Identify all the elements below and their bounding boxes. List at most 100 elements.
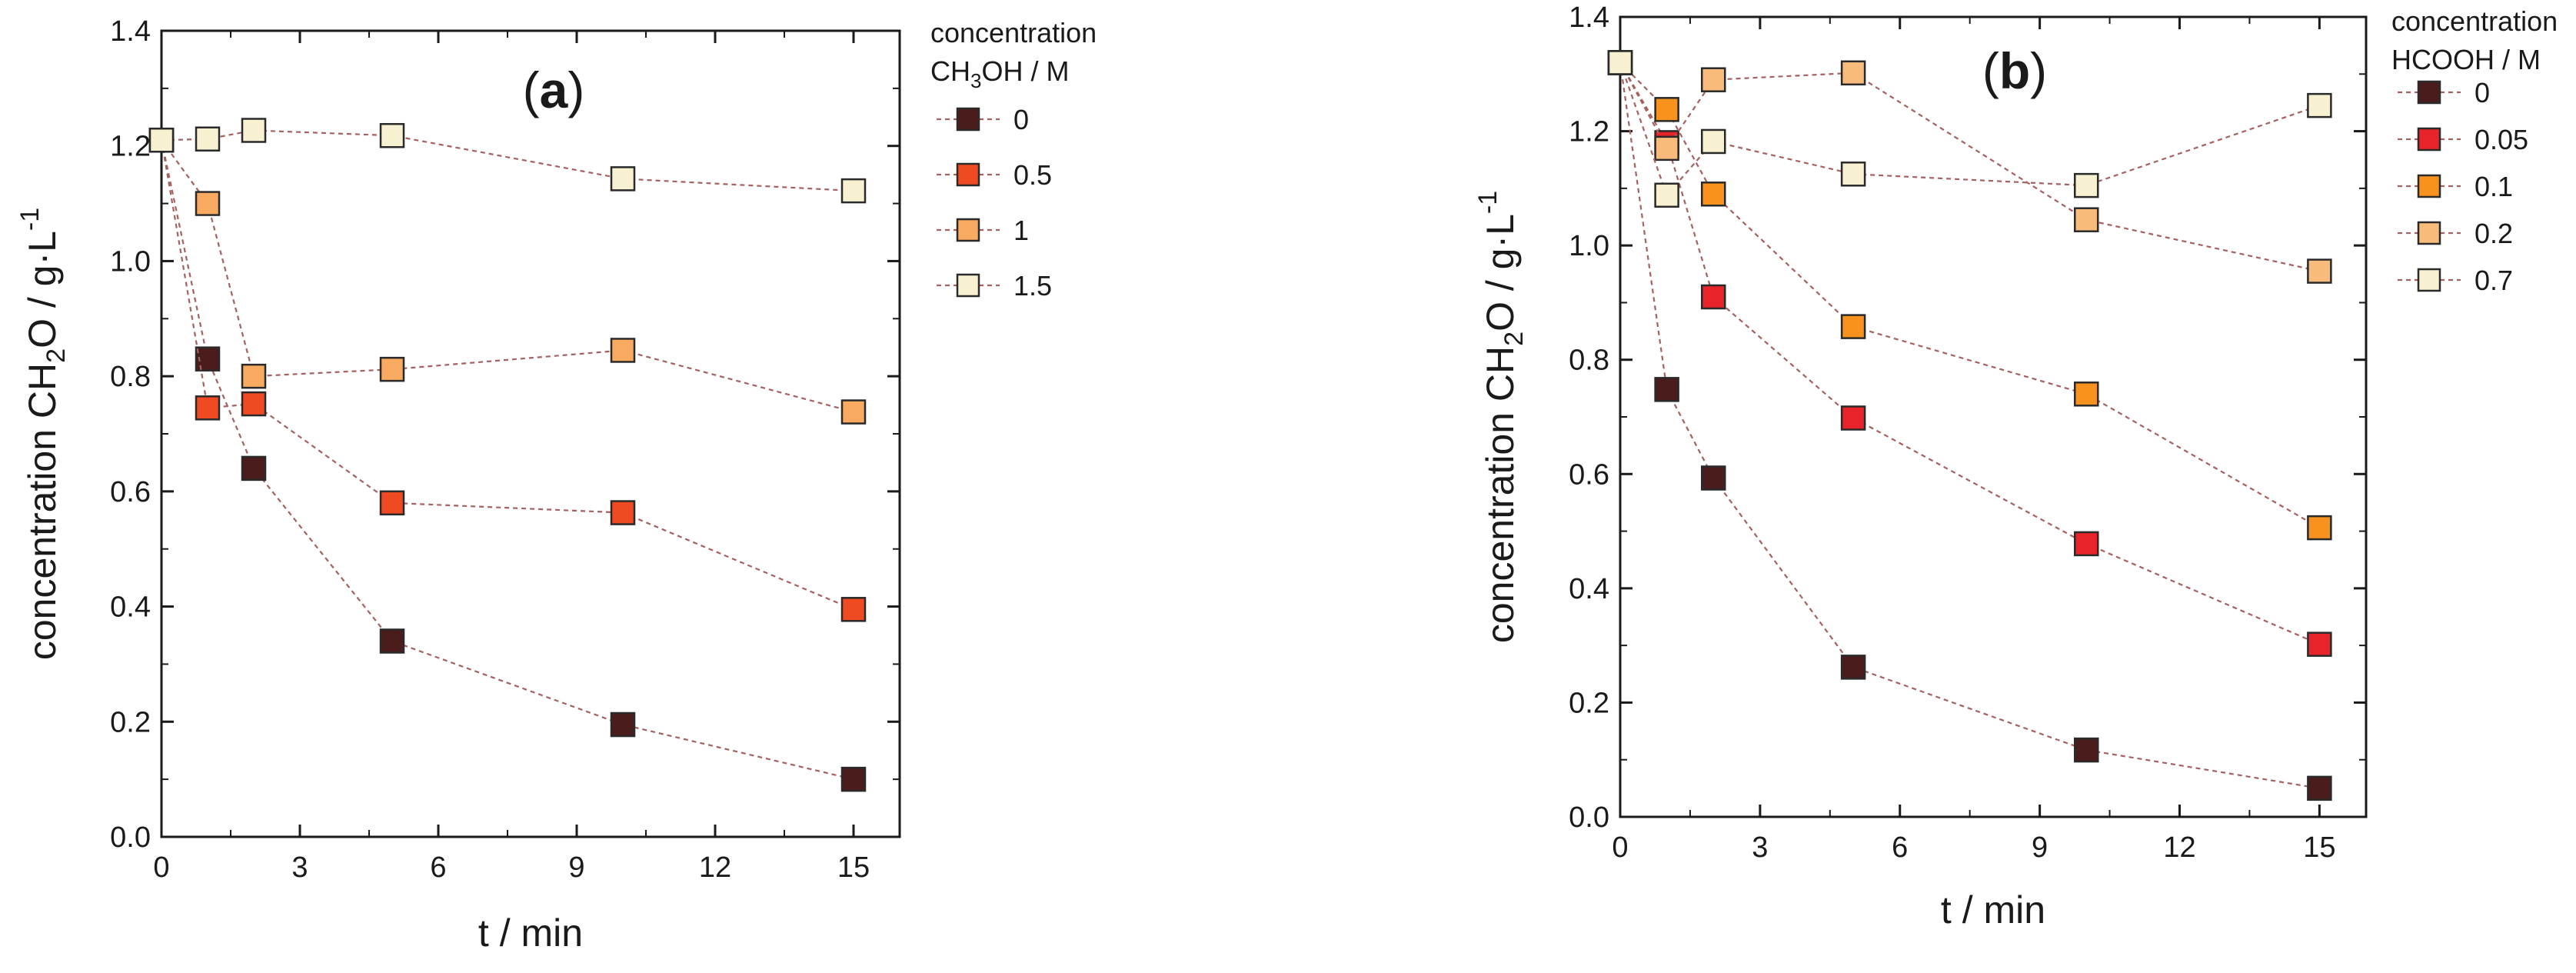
data-point xyxy=(840,766,867,792)
data-point xyxy=(2074,172,2099,198)
legend-marker xyxy=(956,162,980,187)
legend-title-line2: HCOOH / M xyxy=(2391,44,2541,75)
chart-panel-b: 0 3 6 9 12 15 0.0 0.2 0.4 0.6 0.8 1.0 1.2 1.4 t / min c… xyxy=(1473,2,2558,931)
legend-label: 0.5 xyxy=(1013,159,1052,191)
data-point xyxy=(610,500,636,525)
data-point xyxy=(2307,515,2332,541)
legend-item-0.2: 0.2 xyxy=(2398,218,2513,249)
y-tick-label: 0.0 xyxy=(110,821,151,854)
panel-label-letter: a xyxy=(540,62,569,118)
data-point xyxy=(2074,382,2099,407)
y-axis-title-subscript: 2 xyxy=(1499,332,1529,346)
data-point xyxy=(840,399,867,425)
legend-marker xyxy=(2417,174,2441,198)
y-tick-label: 1.4 xyxy=(1569,2,1609,34)
legend-label: 0.1 xyxy=(2474,171,2513,202)
legend-label: 0 xyxy=(1013,104,1029,135)
data-point xyxy=(840,178,867,204)
y-tick-label: 0.4 xyxy=(1569,573,1609,605)
panel-label: (a) xyxy=(523,62,585,118)
data-point xyxy=(1701,284,1726,310)
data-point xyxy=(1607,50,1633,75)
y-tick-label: 1.2 xyxy=(110,131,151,163)
y-axis-title-part: O / g·L xyxy=(1479,214,1522,332)
x-tick-label: 3 xyxy=(291,851,308,884)
y-axis-title-subscript: 2 xyxy=(42,348,71,363)
data-point xyxy=(1701,128,1726,155)
series-line xyxy=(161,129,854,192)
data-point xyxy=(1840,162,1866,187)
data-point xyxy=(2074,531,2099,557)
x-tick-label: 0 xyxy=(153,851,169,884)
legend-label: 1 xyxy=(1013,215,1029,246)
data-point xyxy=(610,711,636,738)
legend-label: 1.5 xyxy=(1013,270,1052,302)
legend-label: 0.2 xyxy=(2474,218,2513,249)
series-line xyxy=(1619,62,2320,272)
data-point xyxy=(1701,67,1726,92)
x-tick-label: 12 xyxy=(699,851,731,884)
data-point xyxy=(2307,631,2332,657)
data-point xyxy=(379,490,405,516)
data-point xyxy=(2307,258,2332,284)
data-point xyxy=(1654,135,1679,162)
y-axis-title-part: O / g·L xyxy=(21,231,64,348)
x-tick-label: 15 xyxy=(837,851,870,884)
x-tick-label: 3 xyxy=(1752,831,1768,864)
y-tick-label: 0.2 xyxy=(110,706,151,738)
x-tick-label: 15 xyxy=(2303,831,2335,864)
y-tick-label: 0.6 xyxy=(1569,458,1609,491)
series-line xyxy=(1619,62,2320,197)
x-axis-title: t / min xyxy=(478,911,583,955)
panel-label-close: ) xyxy=(567,62,584,118)
data-point xyxy=(148,127,175,153)
data-point xyxy=(195,191,221,216)
y-axis-title-superscript: -1 xyxy=(15,208,45,231)
data-point xyxy=(840,597,867,622)
panel-label: (b) xyxy=(1982,42,2047,99)
data-point xyxy=(610,166,636,192)
data-point xyxy=(241,363,267,389)
legend-item-1: 1 xyxy=(937,215,1029,246)
plot-frame xyxy=(1619,15,2368,818)
legend-title-part: CH xyxy=(930,55,970,87)
panel-label-open: ( xyxy=(523,62,540,118)
legend: concentration CH3OH / M 0 0.5 1 1.5 xyxy=(930,17,1097,302)
x-tick-label: 9 xyxy=(568,851,584,884)
data-point xyxy=(379,628,405,654)
legend-title-line1: concentration xyxy=(2391,5,2558,37)
plot-frame xyxy=(160,29,901,838)
data-point xyxy=(1701,182,1726,207)
legend-marker xyxy=(2417,221,2441,245)
y-axis-title-superscript: -1 xyxy=(1473,191,1503,214)
data-point xyxy=(195,126,221,152)
legend-item-0.1: 0.1 xyxy=(2398,171,2513,202)
legend-marker xyxy=(2417,127,2441,152)
x-tick-label: 6 xyxy=(1892,831,1908,864)
legend: concentration HCOOH / M0 0.05 0.1 0.2 0.7 xyxy=(2391,5,2558,296)
legend-marker xyxy=(2417,80,2441,105)
data-point xyxy=(2074,737,2099,763)
data-point xyxy=(2074,207,2099,232)
y-tick-label: 0.4 xyxy=(110,591,151,624)
y-tick-label: 0.2 xyxy=(1569,687,1609,719)
panel-label-close: ) xyxy=(2030,42,2047,99)
legend-marker xyxy=(956,107,980,132)
series-line xyxy=(1619,62,2320,789)
series-group xyxy=(148,118,867,792)
data-point xyxy=(195,395,221,421)
x-tick-label: 6 xyxy=(430,851,446,884)
panel-label-letter: b xyxy=(1999,42,2030,99)
legend-marker xyxy=(956,273,980,298)
legend-item-0.05: 0.05 xyxy=(2398,124,2528,155)
data-point xyxy=(2307,775,2332,801)
series-line xyxy=(160,140,854,781)
data-point xyxy=(1840,655,1866,680)
series-0 xyxy=(1607,50,2332,801)
data-point xyxy=(1840,60,1866,86)
legend-item-0.7: 0.7 xyxy=(2398,265,2513,296)
y-tick-label: 0.0 xyxy=(1569,801,1609,834)
y-tick-label: 1.0 xyxy=(1569,230,1609,262)
legend-item-1.5: 1.5 xyxy=(937,270,1052,302)
